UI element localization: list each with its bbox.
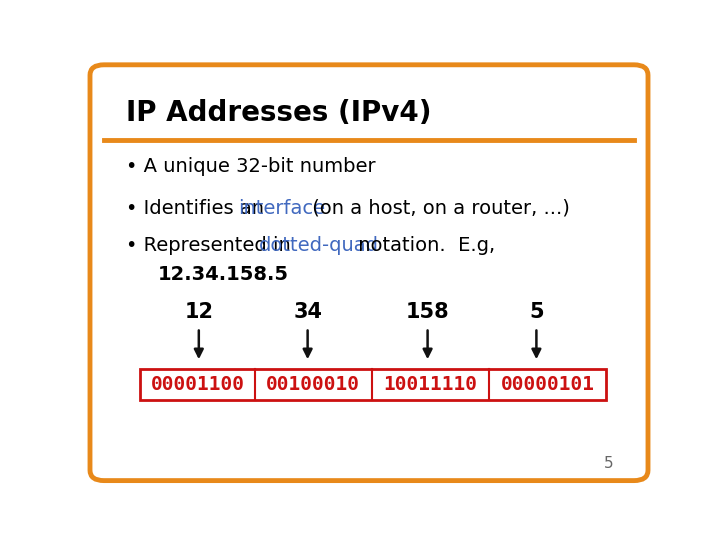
Text: 158: 158 [406,302,449,322]
Text: 00100010: 00100010 [266,375,360,394]
FancyBboxPatch shape [90,65,648,481]
Bar [140,369,606,400]
Text: • Represented in: • Represented in [126,236,297,255]
Text: 5: 5 [529,302,544,322]
Text: 12.34.158.5: 12.34.158.5 [158,265,289,284]
Text: 00000101: 00000101 [500,375,595,394]
Text: interface: interface [238,199,325,218]
Text: dotted-quad: dotted-quad [258,236,379,255]
Text: 10011110: 10011110 [383,375,477,394]
Text: 5: 5 [604,456,613,471]
Text: • Identifies an: • Identifies an [126,199,271,218]
Text: notation.  E.g,: notation. E.g, [352,236,495,255]
Text: 12: 12 [184,302,213,322]
Text: :: : [260,265,266,284]
Text: • A unique 32-bit number: • A unique 32-bit number [126,157,376,176]
Text: (on a host, on a router, ...): (on a host, on a router, ...) [305,199,570,218]
Text: 34: 34 [293,302,322,322]
Text: IP Addresses (IPv4): IP Addresses (IPv4) [126,99,432,126]
Text: 00001100: 00001100 [150,375,244,394]
